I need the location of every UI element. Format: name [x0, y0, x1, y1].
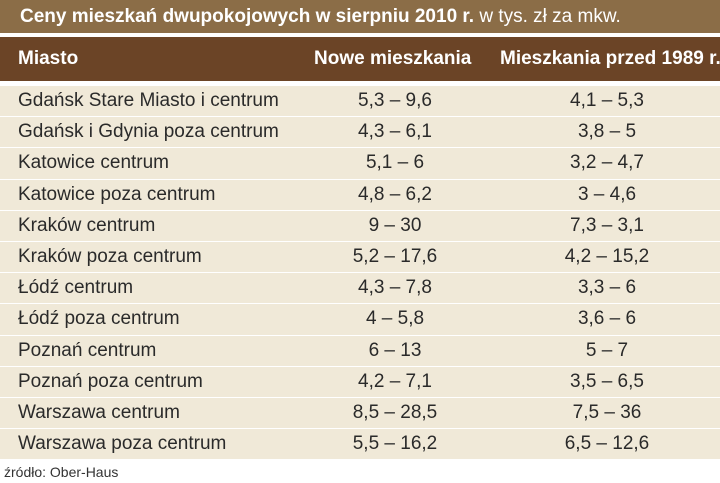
cell-old-price: 3 – 4,6 [577, 183, 637, 205]
header-old-flats: Mieszkania przed 1989 r. [500, 48, 720, 69]
cell-old-price: 5 – 7 [585, 339, 629, 361]
cell-new-price: 5,1 – 6 [365, 152, 425, 174]
cell-old-price: 3,2 – 4,7 [570, 152, 644, 174]
cell-new-price: 4 – 5,8 [365, 308, 425, 330]
title-unit: w tys. zł za mkw. [474, 6, 621, 27]
table-row: Kraków centrum 9 – 30 7,3 – 3,1 [0, 210, 720, 242]
cell-city: Warszawa centrum [18, 401, 180, 423]
cell-new-price: 4,2 – 7,1 [358, 370, 432, 392]
table-row: Kraków poza centrum 5,2 – 17,6 4,2 – 15,2 [0, 241, 720, 274]
cell-new-price: 6 – 13 [368, 339, 422, 361]
table-body: Gdańsk Stare Miasto i centrum 5,3 – 9,6 4,… [0, 86, 720, 461]
cell-city: Katowice centrum [18, 152, 170, 174]
cell-new-price: 5,3 – 9,6 [358, 90, 432, 111]
table-title: Ceny mieszkań dwupokojowych w sierpniu 2… [0, 0, 720, 33]
table-row: Gdańsk Stare Miasto i centrum 5,3 – 9,6 4,… [0, 86, 720, 118]
cell-city: Katowice poza centrum [18, 183, 216, 205]
title-main: Ceny mieszkań dwupokojowych w sierpniu 2… [20, 6, 475, 27]
table-row: Warszawa poza centrum 5,5 – 16,2 6,5 – 12,… [0, 429, 720, 461]
table-header: Miasto Nowe mieszkania Mieszkania przed … [0, 37, 720, 81]
table-row: Poznań centrum 6 – 13 5 – 7 [0, 335, 720, 367]
cell-city: Gdańsk Stare Miasto i centrum [18, 90, 279, 111]
table-row: Warszawa centrum 8,5 – 28,5 7,5 – 36 [0, 397, 720, 430]
header-new-flats: Nowe mieszkania [314, 48, 472, 69]
cell-new-price: 8,5 – 28,5 [352, 401, 438, 423]
table-row: Katowice poza centrum 4,8 – 6,2 3 – 4,6 [0, 179, 720, 211]
cell-city: Łódź poza centrum [18, 308, 180, 330]
cell-old-price: 7,3 – 3,1 [570, 214, 644, 236]
source-note: źródło: Ober-Haus [4, 464, 119, 480]
header-city: Miasto [18, 48, 79, 69]
cell-city: Kraków poza centrum [18, 245, 202, 267]
cell-new-price: 4,3 – 6,1 [358, 121, 432, 143]
cell-old-price: 6,5 – 12,6 [564, 433, 650, 455]
cell-new-price: 4,8 – 6,2 [358, 183, 432, 205]
table-row: Łódź centrum 4,3 – 7,8 3,3 – 6 [0, 273, 720, 305]
cell-new-price: 9 – 30 [368, 214, 422, 236]
table-row: Gdańsk i Gdynia poza centrum 4,3 – 6,1 3,8… [0, 117, 720, 149]
cell-old-price: 4,2 – 15,2 [564, 245, 650, 267]
cell-city: Poznań centrum [18, 339, 157, 361]
cell-new-price: 4,3 – 7,8 [358, 277, 432, 299]
cell-old-price: 3,6 – 6 [577, 308, 637, 330]
cell-new-price: 5,5 – 16,2 [352, 433, 438, 455]
cell-old-price: 4,1 – 5,3 [570, 90, 644, 111]
table-row: Łódź poza centrum 4 – 5,8 3,6 – 6 [0, 304, 720, 336]
cell-old-price: 3,8 – 5 [577, 121, 637, 143]
table-row: Poznań poza centrum 4,2 – 7,1 3,5 – 6,5 [0, 366, 720, 398]
cell-old-price: 7,5 – 36 [572, 401, 642, 423]
cell-old-price: 3,3 – 6 [577, 277, 637, 299]
cell-city: Gdańsk i Gdynia poza centrum [18, 121, 279, 143]
cell-city: Warszawa poza centrum [18, 433, 227, 455]
cell-city: Łódź centrum [18, 277, 134, 299]
cell-city: Kraków centrum [18, 214, 156, 236]
table-row: Katowice centrum 5,1 – 6 3,2 – 4,7 [0, 148, 720, 180]
cell-city: Poznań poza centrum [18, 370, 203, 392]
cell-old-price: 3,5 – 6,5 [570, 370, 644, 392]
cell-new-price: 5,2 – 17,6 [352, 245, 438, 267]
